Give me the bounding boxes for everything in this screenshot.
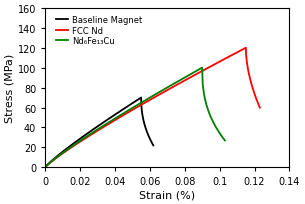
Nd₆Fe₁₃Cu: [200, 67, 204, 70]
Nd₆Fe₁₃Cu: [43, 166, 47, 169]
Nd₆Fe₁₃Cu: [164, 88, 168, 90]
FCC Nd: [78, 141, 82, 143]
Nd₆Fe₁₃Cu: [210, 120, 214, 122]
FCC Nd: [46, 164, 49, 166]
Baseline Magnet: [139, 97, 143, 99]
Baseline Magnet: [139, 97, 142, 100]
Baseline Magnet: [152, 144, 155, 147]
Nd₆Fe₁₃Cu: [166, 87, 169, 89]
Nd₆Fe₁₃Cu: [162, 89, 165, 91]
Legend: Baseline Magnet, FCC Nd, Nd₆Fe₁₃Cu: Baseline Magnet, FCC Nd, Nd₆Fe₁₃Cu: [54, 14, 144, 47]
FCC Nd: [54, 157, 57, 160]
Nd₆Fe₁₃Cu: [100, 126, 104, 128]
Baseline Magnet: [72, 143, 75, 145]
Line: FCC Nd: FCC Nd: [45, 49, 260, 167]
Baseline Magnet: [43, 166, 47, 169]
FCC Nd: [121, 115, 124, 117]
Line: Baseline Magnet: Baseline Magnet: [45, 98, 153, 167]
FCC Nd: [226, 57, 230, 59]
Line: Nd₆Fe₁₃Cu: Nd₆Fe₁₃Cu: [45, 68, 225, 167]
Baseline Magnet: [91, 129, 95, 131]
Nd₆Fe₁₃Cu: [99, 127, 102, 129]
Baseline Magnet: [144, 127, 147, 129]
FCC Nd: [244, 47, 248, 50]
FCC Nd: [43, 166, 47, 169]
Nd₆Fe₁₃Cu: [223, 140, 227, 142]
FCC Nd: [156, 95, 160, 97]
FCC Nd: [258, 107, 262, 109]
Baseline Magnet: [47, 162, 51, 165]
Y-axis label: Stress (MPa): Stress (MPa): [5, 54, 15, 123]
X-axis label: Strain (%): Strain (%): [139, 189, 196, 199]
Baseline Magnet: [135, 99, 139, 102]
